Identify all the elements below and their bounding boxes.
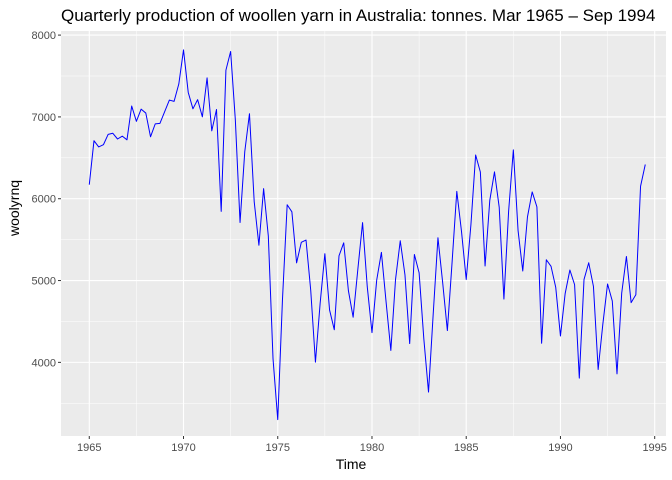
x-tick-label: 1990: [548, 442, 572, 454]
x-tick-label: 1985: [454, 442, 478, 454]
y-axis-label: woolyrnq: [6, 179, 22, 236]
y-tick-label: 4000: [32, 357, 56, 369]
x-tick-label: 1965: [77, 442, 101, 454]
y-tick-label: 5000: [32, 276, 56, 288]
y-axis-ticks: 4000 5000 6000 7000 8000: [32, 30, 61, 369]
x-tick-label: 1970: [171, 442, 195, 454]
minor-gridlines: [61, 31, 666, 436]
x-tick-label: 1975: [266, 442, 290, 454]
x-tick-label: 1980: [360, 442, 384, 454]
series-line-woolyrnq: [88, 49, 646, 421]
x-axis-label: Time: [335, 456, 367, 472]
y-tick-label: 8000: [32, 30, 56, 42]
x-axis-ticks: 1965 1970 1975 1980 1985 1990 1995: [77, 436, 667, 454]
major-gridlines: [61, 31, 666, 436]
y-tick-label: 6000: [32, 194, 56, 206]
y-tick-label: 7000: [32, 112, 56, 124]
x-tick-label: 1995: [642, 442, 666, 454]
chart-title: Quarterly production of woollen yarn in …: [61, 6, 656, 25]
